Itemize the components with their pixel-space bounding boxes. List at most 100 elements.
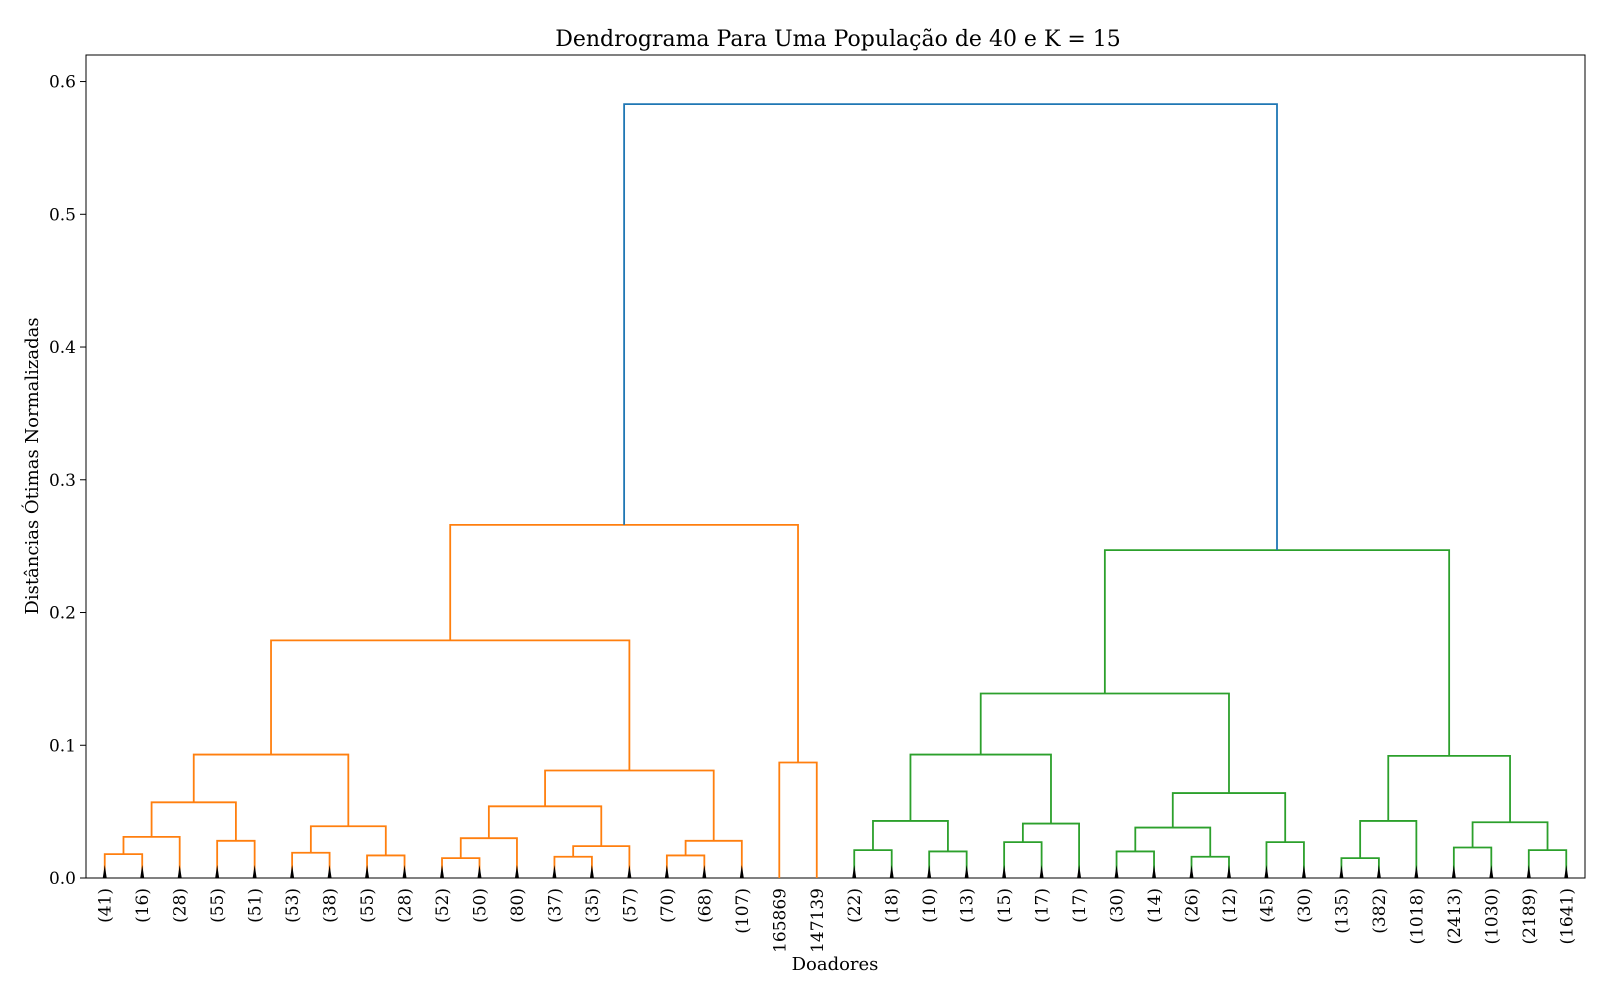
leaf-label: (12) [1220, 888, 1240, 923]
dendrogram-link [122, 835, 181, 878]
dendrogram-link [150, 801, 237, 841]
plot-area-frame [85, 54, 1586, 879]
dendrogram-link [1190, 855, 1230, 878]
leaf-tick [477, 865, 482, 878]
dendrogram-link [270, 639, 631, 771]
leaf-label: (50) [470, 888, 490, 923]
x-axis-label: Doadores [792, 954, 879, 975]
dendrogram-link [665, 854, 706, 878]
dendrogram-link [192, 753, 350, 827]
leaf-label: (30) [1108, 888, 1128, 923]
leaf-tick [327, 865, 332, 878]
leaf-tick [739, 865, 744, 878]
leaf-label: (15) [995, 888, 1015, 923]
leaf-label: (1018) [1407, 888, 1427, 945]
leaf-tick [440, 865, 445, 878]
leaf-label: (1030) [1482, 888, 1502, 945]
y-tick-label: 0.4 [49, 338, 76, 358]
y-tick-label: 0.0 [49, 869, 76, 889]
leaf-label: (13) [958, 888, 978, 923]
y-tick-label: 0.5 [49, 205, 76, 225]
dendrogram-link [853, 849, 893, 878]
leaf-label: (22) [845, 888, 865, 923]
dendrogram-link [909, 753, 1052, 824]
leaf-label: (16) [133, 888, 153, 923]
dendrogram-link [872, 820, 949, 852]
leaf-ticks [102, 865, 1569, 878]
leaf-tick [552, 865, 557, 878]
leaf-label: 165869 [770, 888, 790, 953]
leaf-label: (35) [583, 888, 603, 923]
leaf-tick [1564, 865, 1569, 878]
dendrogram-link [1359, 820, 1418, 878]
dendrogram-link [979, 692, 1230, 794]
dendrogram-link [441, 857, 481, 878]
dendrogram-link [778, 761, 818, 878]
leaf-labels: (41) (16) (28) (55) (51) (53) (38) (55) (28) (52)… [96, 888, 1578, 953]
chart-title: Dendrograma Para Uma População de 40 e K… [555, 27, 1121, 52]
leaf-label: (38) [321, 888, 341, 923]
leaf-label: (17) [1033, 888, 1053, 923]
leaf-label: (28) [171, 888, 191, 923]
dendrogram-link [1021, 822, 1080, 878]
dendrogram-link [623, 103, 1278, 551]
leaf-label: (17) [1070, 888, 1090, 923]
leaf-tick [927, 865, 932, 878]
leaf-tick [1451, 865, 1456, 878]
leaf-label: (135) [1332, 888, 1352, 934]
dendrogram-link [291, 851, 331, 878]
leaf-label: (57) [620, 888, 640, 923]
dendrogram-links [103, 103, 1568, 878]
dendrogram-link [309, 825, 387, 856]
dendrogram-link [1171, 792, 1287, 843]
leaf-tick [1526, 865, 1531, 878]
dendrogram-link [1115, 850, 1155, 878]
y-axis: 0.0 0.1 0.2 0.3 0.4 0.5 0.6 [49, 73, 86, 889]
leaf-tick [102, 865, 107, 878]
dendrogram-link [1527, 849, 1568, 878]
leaf-tick [290, 865, 295, 878]
leaf-tick [702, 865, 707, 878]
leaf-tick [852, 865, 857, 878]
dendrogram-link [1340, 857, 1380, 878]
leaf-tick [1264, 865, 1269, 878]
leaf-tick [1376, 865, 1381, 878]
leaf-label: (37) [545, 888, 565, 923]
leaf-tick [140, 865, 145, 878]
leaf-tick [1489, 865, 1494, 878]
leaf-tick [664, 865, 669, 878]
leaf-label: (26) [1183, 888, 1203, 923]
dendrogram-link [1134, 826, 1212, 857]
dendrogram-link [366, 854, 406, 878]
leaf-label: (51) [246, 888, 266, 923]
dendrogram-link [684, 839, 743, 878]
leaf-label: (382) [1370, 888, 1390, 934]
leaf-tick [1039, 865, 1044, 878]
leaf-label: (53) [283, 888, 303, 923]
leaf-tick [1301, 865, 1306, 878]
leaf-tick [1077, 865, 1082, 878]
dendrogram-link [928, 850, 968, 878]
leaf-tick [215, 865, 220, 878]
dendrogram-link [1387, 754, 1511, 823]
leaf-label: (2189) [1520, 888, 1540, 945]
leaf-label: (107) [733, 888, 753, 934]
leaf-tick [1339, 865, 1344, 878]
leaf-label: (80) [508, 888, 528, 923]
y-axis-label: Distâncias Ótimas Normalizadas [20, 317, 43, 614]
dendrogram-link [572, 845, 631, 878]
leaf-tick [514, 865, 519, 878]
dendrogram-link [487, 805, 603, 847]
leaf-label: (68) [695, 888, 715, 923]
leaf-label: (70) [658, 888, 678, 923]
leaf-label: (14) [1145, 888, 1165, 923]
leaf-tick [1114, 865, 1119, 878]
leaf-tick [964, 865, 969, 878]
leaf-label: (52) [433, 888, 453, 923]
leaf-tick [1226, 865, 1231, 878]
leaf-label: (55) [358, 888, 378, 923]
dendrogram-link [1452, 846, 1493, 878]
dendrogram-link [1265, 841, 1305, 878]
leaf-tick [402, 865, 407, 878]
